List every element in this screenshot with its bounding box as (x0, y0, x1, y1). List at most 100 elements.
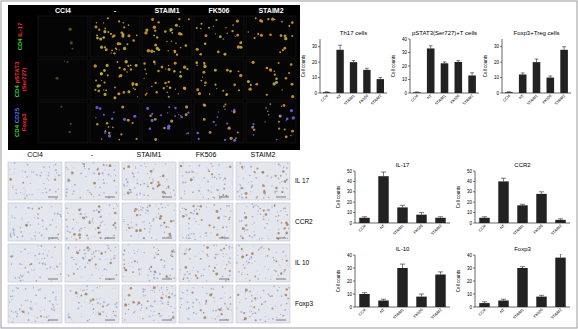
image-frame (122, 244, 176, 282)
nucleus (180, 269, 181, 270)
cell-signal (123, 91, 126, 94)
nucleus (134, 310, 135, 311)
cell-signal (202, 76, 203, 77)
nucleus (205, 303, 207, 305)
nucleus (33, 171, 34, 172)
nucleus (259, 208, 261, 210)
cell-signal (108, 126, 110, 128)
cell-signal (113, 52, 115, 54)
stain (167, 304, 168, 305)
nucleus (57, 274, 59, 276)
cell-signal (255, 83, 258, 86)
nucleus (40, 310, 41, 311)
cell-signal (179, 75, 182, 78)
stain (149, 204, 151, 206)
nucleus (17, 237, 19, 239)
nucleus (219, 192, 221, 194)
nucleus (280, 291, 282, 293)
y-tick (353, 268, 355, 269)
cell-signal (209, 131, 212, 134)
nucleus (269, 209, 270, 210)
stain (259, 238, 260, 239)
nucleus (19, 308, 21, 310)
cell-signal (103, 69, 106, 72)
bar (377, 79, 384, 93)
error-bar (429, 46, 433, 49)
stain (150, 170, 153, 173)
nucleus (263, 216, 264, 217)
nucleus (181, 253, 183, 255)
cell-signal (278, 62, 280, 64)
chart-title: Foxp3+Treg cells (514, 30, 560, 36)
cell-signal (108, 132, 110, 134)
nucleus (9, 302, 10, 303)
cell-signal (226, 93, 228, 95)
nucleus (162, 225, 164, 227)
nucleus (185, 171, 187, 173)
chart-title: Th17 cells (340, 30, 367, 36)
nucleus (195, 197, 197, 199)
nucleus (216, 178, 217, 179)
image-frame (179, 244, 233, 282)
stain (86, 235, 88, 237)
stain (89, 222, 91, 224)
cell-signal (118, 139, 120, 141)
nucleus (188, 171, 190, 173)
nucleus (31, 308, 33, 310)
nucleus (214, 176, 216, 178)
nucleus (92, 218, 93, 219)
image-frame (246, 59, 296, 100)
nucleus (198, 209, 200, 211)
row-label: Foxp3 (295, 300, 313, 308)
nucleus (77, 259, 79, 261)
nucleus (107, 174, 109, 176)
image-frame (90, 16, 140, 57)
cell-signal (102, 36, 105, 39)
cell-signal (185, 113, 188, 116)
nucleus (283, 315, 284, 316)
y-tick (408, 93, 410, 94)
nucleus (251, 257, 252, 258)
nucleus (124, 299, 125, 300)
nucleus (91, 253, 92, 254)
nucleus (17, 287, 19, 289)
nucleus (196, 173, 198, 175)
y-tick-label: 10 (402, 77, 408, 82)
stain (282, 170, 284, 172)
nucleus (173, 220, 175, 222)
image-frame (194, 16, 244, 57)
nucleus (115, 229, 117, 231)
nucleus (55, 191, 57, 193)
cell-signal (291, 95, 294, 98)
nucleus (253, 288, 255, 290)
nucleus (248, 262, 249, 263)
cell-signal (176, 54, 178, 56)
nucleus (181, 233, 183, 235)
nucleus (37, 213, 39, 215)
nucleus (94, 313, 96, 315)
nucleus (58, 189, 59, 190)
nucleus (92, 290, 93, 291)
row-label: IL 10 (295, 259, 310, 266)
cell-signal (186, 68, 188, 70)
nucleus (20, 225, 22, 227)
nucleus (193, 287, 194, 288)
cell-signal (103, 81, 105, 83)
cell-signal (151, 18, 154, 21)
nucleus (166, 179, 167, 180)
nucleus (105, 259, 106, 260)
stain (170, 220, 173, 223)
nucleus (282, 259, 283, 260)
nucleus (73, 190, 75, 192)
cell-signal (269, 103, 271, 105)
nucleus (201, 275, 203, 277)
cell-signal (168, 65, 169, 66)
nucleus (55, 296, 56, 297)
cell-signal (271, 18, 274, 21)
nucleus (152, 290, 153, 291)
nucleus (190, 212, 192, 214)
cell-signal (260, 34, 263, 37)
nucleus (184, 193, 185, 194)
nucleus (142, 291, 144, 293)
nucleus (156, 277, 158, 279)
